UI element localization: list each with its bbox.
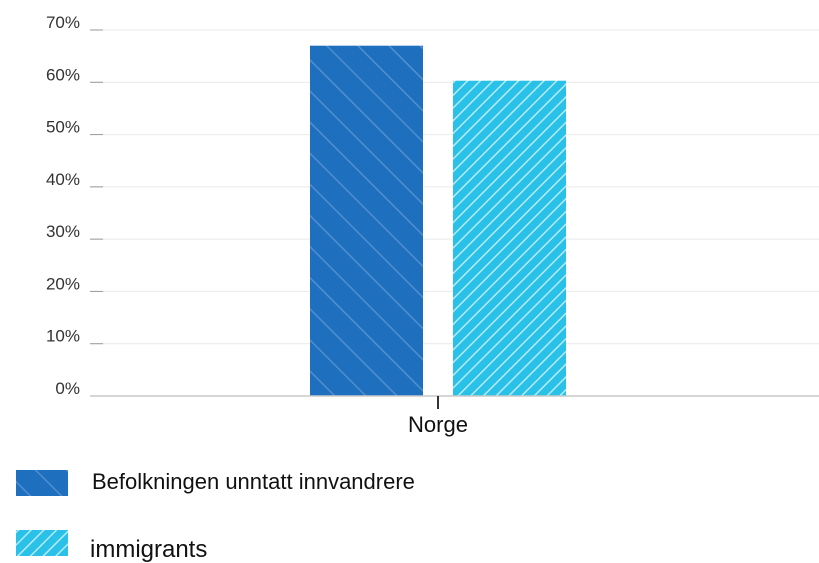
legend-label: Befolkningen unntatt innvandrere: [92, 469, 415, 494]
bars: [310, 45, 566, 397]
y-tick-label: 10%: [46, 327, 80, 346]
y-tick-label: 50%: [46, 118, 80, 137]
x-tick-label: Norge: [408, 412, 468, 437]
y-tick-label: 20%: [46, 274, 80, 293]
x-axis: Norge: [90, 395, 819, 437]
legend-swatch: [16, 470, 68, 496]
legend: Befolkningen unntatt innvandrere immigran…: [16, 469, 415, 563]
y-tick-label: 40%: [46, 170, 80, 189]
y-axis: 0% 10% 20% 30% 40% 50% 60% 70%: [46, 13, 103, 398]
y-tick-label: 30%: [46, 222, 80, 241]
y-tick-label: 60%: [46, 65, 80, 84]
legend-label: immigrants: [90, 536, 207, 563]
y-tick-label: 70%: [46, 13, 80, 32]
bar-immigrants: [453, 80, 566, 397]
y-tick-label: 0%: [55, 379, 80, 398]
legend-swatch: [16, 530, 68, 556]
bar-befolkningen: [310, 45, 423, 396]
